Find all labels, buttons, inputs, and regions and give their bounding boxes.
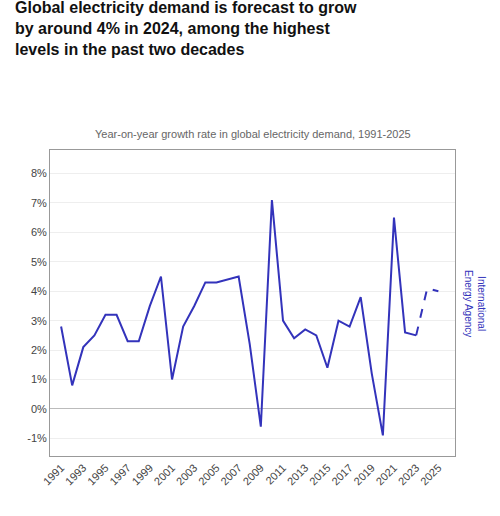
svg-text:Year-on-year growth rate in gl: Year-on-year growth rate in global elect…: [95, 128, 411, 140]
svg-text:Global electricity demand is f: Global electricity demand is forecast to…: [15, 0, 357, 57]
svg-text:2015: 2015: [307, 462, 333, 488]
svg-text:2011: 2011: [263, 462, 288, 487]
svg-text:2005: 2005: [196, 462, 222, 488]
svg-text:2025: 2025: [418, 462, 444, 488]
svg-text:2003: 2003: [174, 462, 200, 488]
svg-text:2013: 2013: [285, 462, 311, 488]
svg-text:2017: 2017: [329, 462, 355, 488]
svg-text:7%: 7%: [31, 197, 47, 209]
svg-text:1995: 1995: [85, 462, 111, 488]
svg-text:4%: 4%: [31, 285, 47, 297]
svg-text:8%: 8%: [31, 167, 47, 179]
svg-text:1999: 1999: [129, 462, 155, 488]
svg-text:2021: 2021: [373, 462, 399, 488]
svg-text:1%: 1%: [31, 373, 47, 385]
svg-text:2%: 2%: [31, 344, 47, 356]
svg-text:2001: 2001: [152, 462, 178, 488]
svg-text:6%: 6%: [31, 226, 47, 238]
svg-text:2009: 2009: [240, 462, 266, 488]
svg-text:2023: 2023: [396, 462, 422, 488]
svg-text:1991: 1991: [41, 462, 67, 488]
svg-text:InternationalEnergy Agency: InternationalEnergy Agency: [463, 270, 487, 337]
svg-text:2019: 2019: [351, 462, 377, 488]
svg-text:0%: 0%: [31, 403, 47, 415]
svg-text:3%: 3%: [31, 315, 47, 327]
svg-text:2007: 2007: [218, 462, 244, 488]
svg-text:1993: 1993: [63, 462, 89, 488]
svg-text:1997: 1997: [107, 462, 133, 488]
svg-text:-1%: -1%: [27, 432, 47, 444]
svg-text:5%: 5%: [31, 256, 47, 268]
